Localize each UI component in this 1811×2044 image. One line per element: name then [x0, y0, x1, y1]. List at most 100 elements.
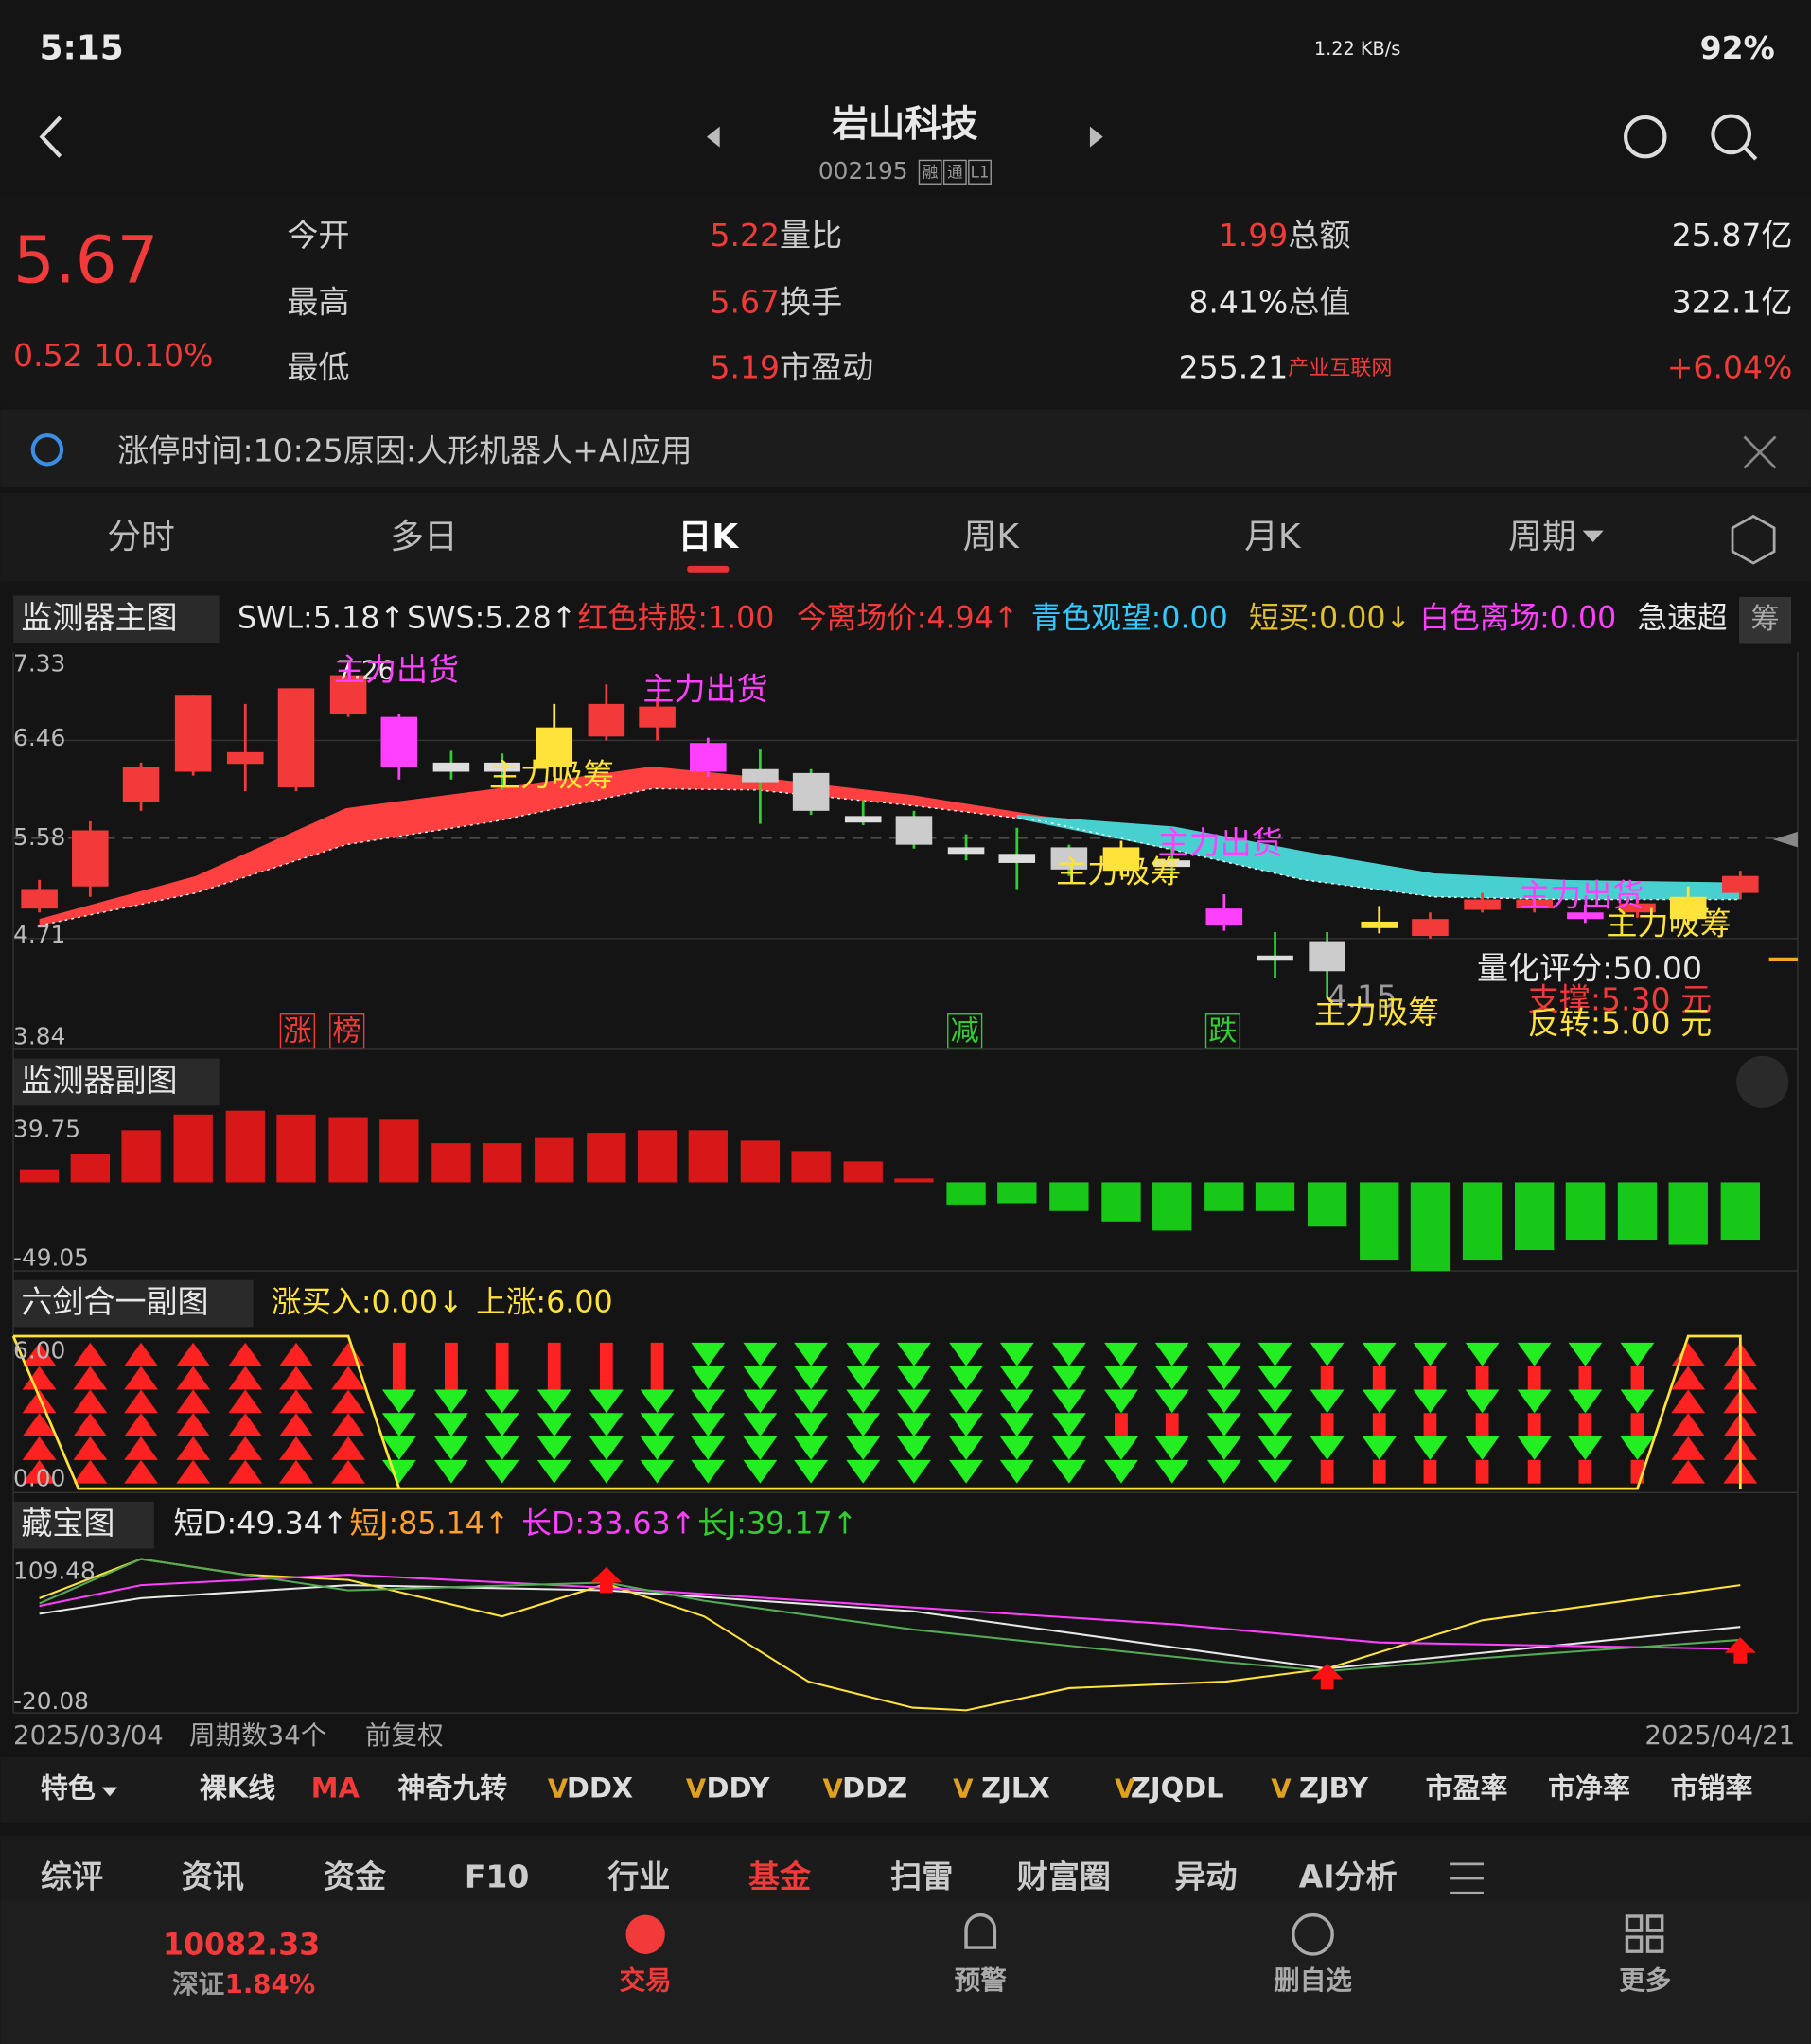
- down-arrow: [1620, 1436, 1655, 1460]
- annotation: 量化评分:50.00: [1477, 949, 1702, 986]
- period-tab[interactable]: 周期: [1508, 518, 1576, 556]
- down-arrow: [1206, 1389, 1241, 1414]
- down-arrow: [897, 1436, 931, 1460]
- down-arrow: [846, 1436, 881, 1460]
- price-pointer: [1772, 831, 1798, 848]
- down-arrow: [1154, 1459, 1189, 1484]
- bottom-tab[interactable]: 资讯: [182, 1859, 244, 1895]
- candle-body: [1619, 903, 1656, 913]
- signal-block: [1372, 1413, 1386, 1437]
- sub2-title-box[interactable]: [13, 1279, 254, 1328]
- nav-item[interactable]: 更多: [1619, 1965, 1671, 1996]
- bottom-tab[interactable]: 行业: [607, 1859, 670, 1895]
- bottom-tab[interactable]: 综评: [41, 1859, 103, 1895]
- y-tick-label: 6.00: [13, 1337, 65, 1365]
- down-arrow: [1154, 1366, 1189, 1390]
- assistant-icon[interactable]: [1624, 115, 1667, 159]
- settings-icon[interactable]: [1731, 514, 1776, 565]
- bottom-tab[interactable]: 扫雷: [890, 1859, 953, 1895]
- stat-value: 255.21: [1179, 348, 1289, 385]
- index-name: 深证: [172, 1969, 224, 2000]
- nav-item[interactable]: 预警: [955, 1965, 1008, 1996]
- bottom-tab[interactable]: AI分析: [1299, 1859, 1398, 1895]
- down-arrow: [999, 1366, 1034, 1390]
- sub3-title-box[interactable]: [13, 1501, 154, 1549]
- up-arrow: [331, 1459, 366, 1484]
- marker-box: [329, 1013, 365, 1049]
- indicator-button[interactable]: 市盈率: [1426, 1771, 1508, 1804]
- up-arrow: [1671, 1459, 1706, 1484]
- up-arrow: [22, 1389, 57, 1414]
- indicator-button[interactable]: 市销率: [1671, 1771, 1753, 1804]
- period-tab[interactable]: 月K: [1244, 518, 1302, 556]
- stat-label: 市盈动: [780, 348, 873, 385]
- down-arrow: [589, 1459, 624, 1484]
- buy-signal: [1311, 1663, 1344, 1690]
- up-arrow: [279, 1389, 313, 1414]
- volume-bar: [1049, 1182, 1089, 1211]
- indicator-button[interactable]: 神奇九转: [397, 1771, 507, 1804]
- down-arrow: [846, 1389, 881, 1414]
- sub1-title-box[interactable]: [13, 1058, 220, 1106]
- bottom-tab[interactable]: 资金: [324, 1859, 387, 1895]
- period-tab[interactable]: 周K: [963, 518, 1021, 556]
- down-arrow: [1362, 1389, 1397, 1414]
- down-arrow: [484, 1459, 519, 1484]
- indicator-button[interactable]: ZJQDL: [1131, 1771, 1224, 1804]
- main-title-box[interactable]: [13, 595, 220, 643]
- down-arrow: [1051, 1389, 1086, 1414]
- period-tab[interactable]: 分时: [107, 518, 175, 556]
- up-arrow: [124, 1413, 158, 1437]
- indicator-button[interactable]: ZJLX: [981, 1771, 1049, 1804]
- indicator-button[interactable]: DDX: [567, 1771, 633, 1804]
- indicator: 今离场价:4.94↑: [797, 601, 1018, 635]
- tab-bar: [0, 492, 1811, 582]
- candle-body: [639, 706, 676, 728]
- bottom-tab[interactable]: 基金: [748, 1859, 812, 1895]
- signal-outline: [13, 1334, 1742, 1490]
- bottom-tab[interactable]: 财富圈: [1017, 1859, 1111, 1895]
- down-arrow: [1310, 1342, 1345, 1366]
- down-arrow: [1104, 1389, 1138, 1414]
- period-count: 周期数34个: [189, 1720, 326, 1751]
- volume-bar: [1565, 1182, 1606, 1241]
- indicator-button[interactable]: DDZ: [842, 1771, 907, 1804]
- indicator-button[interactable]: MA: [311, 1771, 360, 1804]
- period-tab[interactable]: 日K: [678, 518, 740, 556]
- indicator-button[interactable]: 裸K线: [200, 1771, 275, 1804]
- volume-bar: [997, 1182, 1037, 1204]
- stat-value: 8.41%: [1188, 283, 1288, 320]
- volume-bar: [740, 1140, 781, 1183]
- down-arrow: [434, 1413, 468, 1437]
- down-arrow: [897, 1342, 931, 1366]
- y-tick-label: -49.05: [13, 1244, 89, 1272]
- period-tab[interactable]: 多日: [390, 518, 458, 556]
- indicator-button[interactable]: DDY: [707, 1771, 771, 1804]
- signal-block: [1372, 1366, 1386, 1390]
- search-icon[interactable]: [1711, 114, 1752, 155]
- down-arrow: [484, 1413, 519, 1437]
- bottom-tab[interactable]: F10: [465, 1859, 530, 1895]
- up-arrow: [124, 1366, 158, 1390]
- nav-item[interactable]: 交易: [620, 1965, 672, 1996]
- indicator: SWL:5.18↑: [237, 601, 405, 635]
- close-notice[interactable]: [1743, 435, 1777, 469]
- nav-item[interactable]: 删自选: [1274, 1965, 1352, 1996]
- down-arrow: [1104, 1366, 1138, 1390]
- signal-block: [1372, 1459, 1386, 1484]
- indicator-button[interactable]: 市净率: [1548, 1771, 1630, 1804]
- down-arrow: [1206, 1366, 1241, 1390]
- annotation: 主力吸筹: [1314, 994, 1439, 1031]
- bottom-tab[interactable]: 异动: [1174, 1859, 1237, 1895]
- down-arrow: [1154, 1342, 1189, 1366]
- candle-body: [329, 675, 367, 714]
- back-button[interactable]: [39, 115, 62, 158]
- indicator-button[interactable]: 特色: [41, 1771, 96, 1804]
- signal-block: [1423, 1413, 1437, 1437]
- down-arrow: [1413, 1342, 1448, 1366]
- down-arrow: [999, 1389, 1034, 1414]
- down-arrow: [794, 1342, 829, 1366]
- signal-block: [599, 1366, 613, 1390]
- indicator-button[interactable]: ZJBY: [1299, 1771, 1369, 1804]
- up-arrow: [124, 1389, 158, 1414]
